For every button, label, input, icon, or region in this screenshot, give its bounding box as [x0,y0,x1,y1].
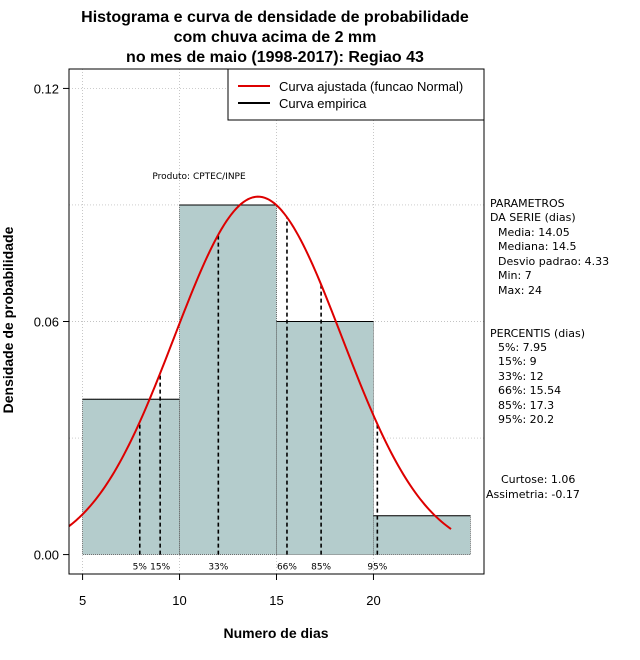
legend: Curva ajustada (funcao Normal) Curva emp… [227,68,485,121]
percentil-33: 33%: 12 [498,370,544,383]
param-median: Mediana: 14.5 [498,240,576,253]
histogram-bar [373,515,471,555]
parameters-panel: PARAMETROS DA SERIE (dias) Media: 14.05 … [490,197,609,297]
parameters-heading-2: DA SERIE (dias) [490,211,576,224]
percentil-66: 66%: 15.54 [498,384,561,397]
percentile-label: 85% [311,563,331,573]
x-axis-label: Numero de dias [223,625,328,641]
percentile-label: 15% [150,563,170,573]
y-tick-label: 0.12 [34,81,59,96]
kurtosis-stat: Curtose: 1.06 [501,473,575,486]
histogram-bar [82,398,180,555]
percentis-heading: PERCENTIS (dias) [490,327,585,340]
percentil-95: 95%: 20.2 [498,413,554,426]
percentile-label: 5% [133,563,148,573]
percentiles-panel: PERCENTIS (dias) 5%: 7.95 15%: 9 33%: 12… [490,327,585,426]
percentile-lines: 5% 15% 33% 66% 85% 95% [133,217,388,573]
x-tick-label: 20 [366,593,380,608]
percentil-85: 85%: 17.3 [498,399,554,412]
chart-title-line-2: com chuva acima de 2 mm [174,29,377,46]
percentile-label: 33% [208,563,228,573]
y-tick-label: 0.06 [34,315,59,330]
legend-box [227,68,485,121]
param-mean: Media: 14.05 [498,226,570,239]
param-min: Min: 7 [498,269,532,282]
skewness-stat: Assimetria: -0.17 [486,488,580,501]
axes: 5 10 15 20 0.00 0.06 0.12 [34,81,381,608]
param-sd: Desvio padrao: 4.33 [498,255,609,268]
percentile-label: 95% [367,563,387,573]
chart-title-line-3: no mes de maio (1998-2017): Regiao 43 [126,49,424,66]
product-annotation: Produto: CPTEC/INPE [152,172,246,182]
normal-curve [68,195,452,530]
percentil-15: 15%: 9 [498,355,537,368]
legend-label-fitted: Curva ajustada (funcao Normal) [279,79,463,94]
normal-curve-layer [68,195,452,530]
x-tick-label: 10 [172,593,186,608]
param-max: Max: 24 [498,284,542,297]
legend-label-empirical: Curva empirica [279,96,367,111]
x-tick-label: 5 [79,593,86,608]
parameters-heading-1: PARAMETROS [490,197,565,210]
percentile-label: 66% [277,563,297,573]
histogram-bar [179,204,277,555]
x-tick-label: 15 [269,593,283,608]
histogram-bar [276,321,374,555]
y-axis-label: Densidade de probabilidade [0,226,16,413]
y-tick-label: 0.00 [34,548,59,563]
percentil-5: 5%: 7.95 [498,341,547,354]
histogram-bars [82,204,471,555]
chart-title-line-1: Histograma e curva de densidade de proba… [81,9,469,26]
